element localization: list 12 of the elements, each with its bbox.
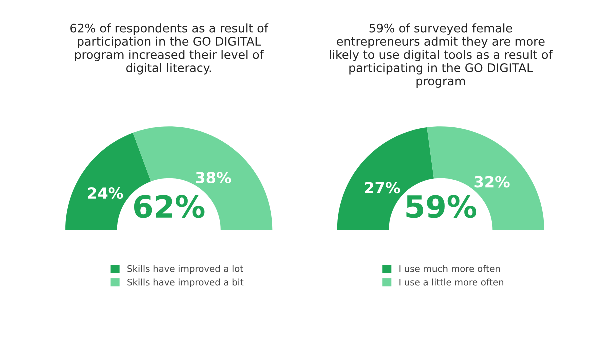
data-label: 38% — [196, 172, 232, 184]
data-label: 24% — [88, 188, 124, 200]
text: 59% — [406, 195, 477, 218]
data-label: 27% — [365, 182, 400, 194]
legend-label: Skills have improved a lot — [128, 265, 244, 274]
chart-title: 62% of respondents as a result of participation in the GO DIGITAL program increased their level of digital literacy. — [70, 24, 269, 75]
text: 62% — [134, 195, 205, 218]
legend-label: I use a little more often — [400, 278, 504, 286]
legend-label: I use much more often — [400, 265, 500, 272]
chart-title: 59% of surveyed female entrepreneurs admit they are more likely to use digital tools as a result of participating in the GO DIGITAL program — [330, 24, 554, 88]
legend-label: Skills have improved a bit — [128, 278, 244, 288]
data-label: 32% — [474, 176, 510, 188]
